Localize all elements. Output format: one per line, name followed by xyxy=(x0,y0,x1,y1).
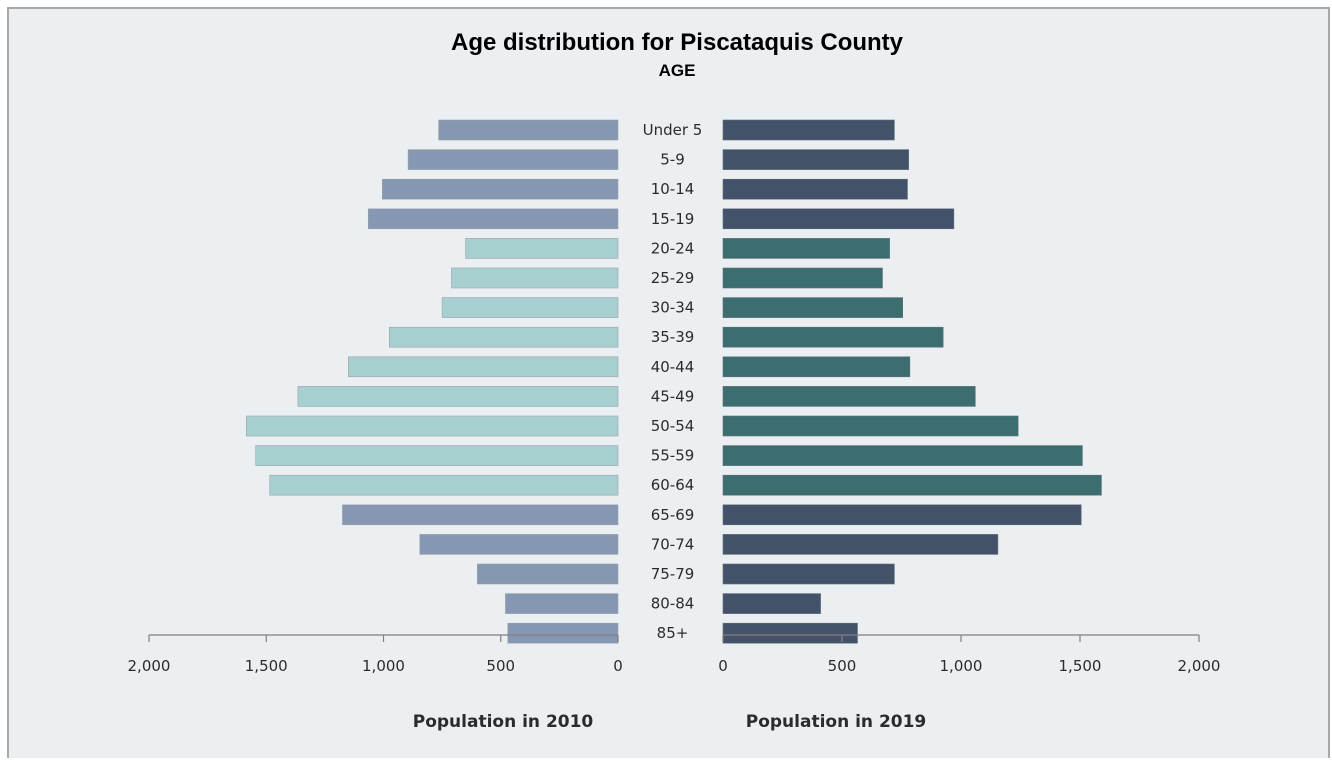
category-label: 55-59 xyxy=(651,447,695,465)
bar-2010-5-9 xyxy=(407,149,619,170)
bar-2019-25-29 xyxy=(722,267,883,289)
bar-2019-15-19 xyxy=(722,208,955,230)
tick-label-left: 2,000 xyxy=(128,657,171,675)
bar-2010-30-34 xyxy=(441,297,619,318)
bar-2019-30-34 xyxy=(722,297,903,318)
bar-2010-55-59 xyxy=(255,445,619,466)
bar-2019-80-84 xyxy=(722,593,821,614)
bar-2010-40-44 xyxy=(348,356,619,378)
bar-2010-20-24 xyxy=(465,238,619,259)
bar-2019-65-69 xyxy=(722,504,1082,526)
bar-2019-70-74 xyxy=(722,534,999,555)
bar-2019-60-64 xyxy=(722,474,1102,496)
category-label: 50-54 xyxy=(651,417,695,435)
chart-subtitle: AGE xyxy=(659,61,696,80)
x-axis-title-2019: Population in 2019 xyxy=(746,712,927,732)
series-2010-bars xyxy=(246,119,619,644)
bar-2010-25-29 xyxy=(451,267,619,289)
category-label: 5-9 xyxy=(660,151,685,169)
bar-2010-50-54 xyxy=(246,415,619,437)
bar-2019-35-39 xyxy=(722,326,944,348)
tick-label-right: 2,000 xyxy=(1178,657,1221,675)
bar-2010-65-69 xyxy=(342,504,619,526)
tick-label-left: 1,000 xyxy=(362,657,405,675)
bar-2010-under-5 xyxy=(438,119,619,141)
category-label: 80-84 xyxy=(651,595,695,613)
bar-2019-45-49 xyxy=(722,386,976,407)
bar-2010-45-49 xyxy=(297,386,619,407)
category-label: 10-14 xyxy=(651,180,695,198)
category-label: 25-29 xyxy=(651,269,695,287)
tick-label-right: 500 xyxy=(828,657,857,675)
x-axis-right: 0 500 1,000 1,500 2,000 xyxy=(718,634,1221,675)
age-pyramid-chart: Age distribution for Piscataquis County … xyxy=(128,29,1221,732)
bar-2010-35-39 xyxy=(389,326,619,348)
bar-2019-75-79 xyxy=(722,563,895,585)
bar-2019-40-44 xyxy=(722,356,911,378)
bar-2010-85+ xyxy=(507,622,619,644)
category-label: Under 5 xyxy=(643,121,703,139)
category-label: 40-44 xyxy=(651,358,695,376)
chart-title: Age distribution for Piscataquis County xyxy=(451,29,904,56)
category-label: 85+ xyxy=(657,624,689,642)
bar-2019-55-59 xyxy=(722,445,1083,466)
category-labels: Under 5 5-9 10-14 15-19 20-24 25-29 30-34 35-39… xyxy=(643,121,703,642)
category-label: 20-24 xyxy=(651,239,695,257)
category-label: 65-69 xyxy=(651,506,695,524)
bar-2010-60-64 xyxy=(269,474,619,496)
category-label: 35-39 xyxy=(651,328,695,346)
category-label: 75-79 xyxy=(651,565,695,583)
category-label: 60-64 xyxy=(651,476,695,494)
bar-2019-10-14 xyxy=(722,178,908,200)
tick-label-right: 1,500 xyxy=(1059,657,1102,675)
category-label: 30-34 xyxy=(651,299,695,317)
x-axis-left: 2,000 1,500 1,000 500 0 xyxy=(128,634,623,675)
category-label: 15-19 xyxy=(651,210,695,228)
bar-2019-5-9 xyxy=(722,149,909,170)
chart-frame: Age distribution for Piscataquis County … xyxy=(7,7,1330,758)
tick-label-left: 1,500 xyxy=(245,657,288,675)
bar-2019-20-24 xyxy=(722,238,890,259)
tick-label-left: 500 xyxy=(486,657,515,675)
x-axis-title-2010: Population in 2010 xyxy=(413,712,594,732)
tick-label-right: 1,000 xyxy=(940,657,983,675)
tick-label-left: 0 xyxy=(613,657,623,675)
bar-2010-15-19 xyxy=(367,208,619,230)
series-2019-bars xyxy=(722,119,1102,644)
bar-2019-50-54 xyxy=(722,415,1019,437)
bar-2010-10-14 xyxy=(382,178,619,200)
tick-label-right: 0 xyxy=(718,657,728,675)
bar-2010-80-84 xyxy=(505,593,619,614)
category-label: 70-74 xyxy=(651,535,695,553)
bar-2010-70-74 xyxy=(419,534,619,555)
bar-2019-under-5 xyxy=(722,119,895,141)
bar-2010-75-79 xyxy=(476,563,619,585)
bar-2019-85+ xyxy=(722,622,858,644)
category-label: 45-49 xyxy=(651,387,695,405)
